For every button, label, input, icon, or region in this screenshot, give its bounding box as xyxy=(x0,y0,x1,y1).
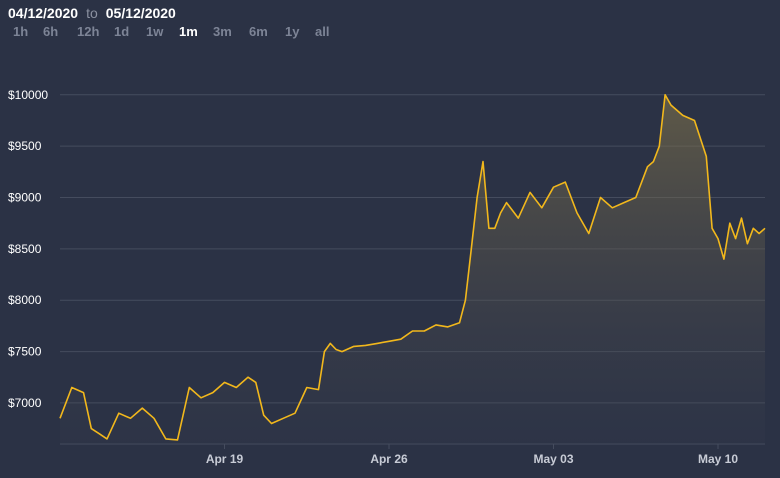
y-tick-label: $9500 xyxy=(8,139,42,153)
date-separator: to xyxy=(86,5,98,21)
y-tick-label: $9000 xyxy=(8,191,42,205)
range-1h-button[interactable]: 1h xyxy=(13,23,29,39)
range-6m-button[interactable]: 6m xyxy=(249,23,268,39)
price-series-line xyxy=(59,94,766,441)
price-area xyxy=(60,94,765,445)
y-axis: $7000 $7500 $8000 $8500 $9000 $9500 $10000 xyxy=(8,88,48,410)
x-tick-label: Apr 26 xyxy=(370,452,408,466)
range-6h-button[interactable]: 6h xyxy=(43,23,59,39)
range-1w-button[interactable]: 1w xyxy=(146,23,164,39)
price-area-fill xyxy=(60,94,765,445)
y-tick-label: $7000 xyxy=(8,396,42,410)
range-all-button[interactable]: all xyxy=(315,23,330,39)
range-1m-button[interactable]: 1m xyxy=(179,23,198,39)
x-axis: Apr 19 Apr 26 May 03 May 10 xyxy=(206,444,738,466)
y-tick-label: $10000 xyxy=(8,88,48,102)
y-tick-label: $8000 xyxy=(8,293,42,307)
date-range: 04/12/2020 to 05/12/2020 xyxy=(8,5,176,21)
range-1y-button[interactable]: 1y xyxy=(285,23,300,39)
range-12h-button[interactable]: 12h xyxy=(77,23,100,39)
x-tick-label: May 10 xyxy=(698,452,738,466)
end-date[interactable]: 05/12/2020 xyxy=(105,5,176,21)
y-tick-label: $8500 xyxy=(8,242,42,256)
start-date[interactable]: 04/12/2020 xyxy=(8,5,79,21)
range-3m-button[interactable]: 3m xyxy=(213,23,232,39)
x-tick-label: Apr 19 xyxy=(206,452,244,466)
range-1d-button[interactable]: 1d xyxy=(114,23,130,39)
y-tick-label: $7500 xyxy=(8,345,42,359)
price-line xyxy=(59,94,766,441)
x-tick-label: May 03 xyxy=(533,452,573,466)
